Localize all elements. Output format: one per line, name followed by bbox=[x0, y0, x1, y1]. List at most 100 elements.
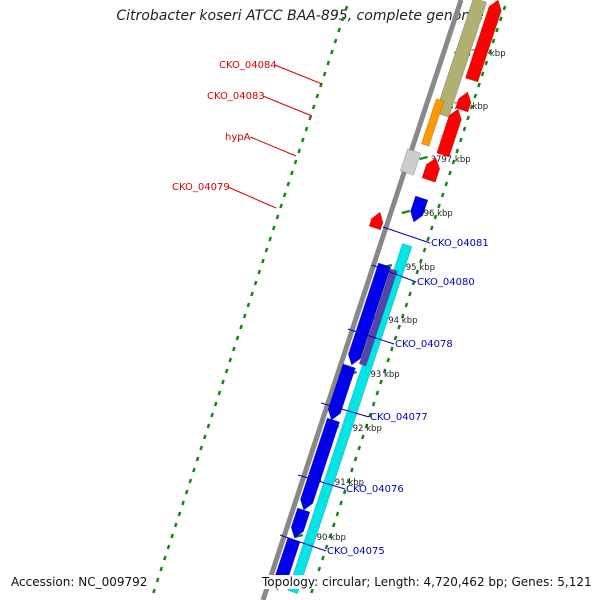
inner-ruler-dot bbox=[290, 170, 294, 176]
outer-ruler-dot bbox=[342, 489, 347, 495]
gene-label-reverse: CKO_04076 bbox=[346, 484, 404, 495]
outer-ruler-dot bbox=[350, 467, 354, 473]
scale-tick-label: 3794 kbp bbox=[377, 316, 417, 326]
inner-ruler-dot bbox=[337, 27, 341, 33]
scale-tick-label: 3791 kbp bbox=[324, 478, 364, 488]
inner-ruler-dot bbox=[275, 214, 280, 220]
accession-label: Accession: NC_009792 bbox=[9, 575, 150, 589]
outer-ruler-dot bbox=[382, 368, 387, 374]
outer-ruler-dot bbox=[400, 313, 405, 319]
genome-backbone bbox=[260, 0, 464, 600]
scale-tick-label: 3795 kbp bbox=[395, 263, 435, 273]
inner-ruler-dot bbox=[166, 544, 171, 550]
inner-ruler-dot bbox=[322, 71, 327, 77]
outer-ruler-dot bbox=[379, 379, 383, 385]
inner-ruler-dot bbox=[224, 368, 229, 374]
outer-ruler-dot bbox=[408, 291, 412, 297]
inner-ruler-dot bbox=[297, 148, 302, 154]
inner-ruler-dot bbox=[293, 159, 298, 165]
inner-ruler-dot bbox=[163, 555, 167, 561]
inner-ruler-dot bbox=[340, 16, 345, 22]
outer-ruler-dot bbox=[491, 38, 496, 44]
outer-ruler-dot bbox=[480, 71, 485, 77]
outer-ruler-dot bbox=[469, 104, 474, 110]
genome-summary-label: Topology: circular; Length: 4,720,462 bp… bbox=[260, 575, 594, 589]
outer-ruler-dot bbox=[339, 500, 343, 506]
inner-ruler-dot bbox=[206, 423, 211, 429]
outer-ruler-dot bbox=[502, 5, 507, 11]
outer-ruler-dot bbox=[422, 247, 427, 253]
label-leader bbox=[262, 95, 313, 117]
gene-label-reverse: CKO_04081 bbox=[431, 238, 489, 249]
inner-ruler-dot bbox=[257, 269, 262, 275]
gene-label-forward: hypA bbox=[225, 132, 251, 143]
label-leader bbox=[347, 328, 395, 345]
outer-ruler-dot bbox=[357, 445, 362, 451]
map-title: Citrobacter koseri ATCC BAA-895, complet… bbox=[116, 8, 484, 24]
inner-ruler-dot bbox=[170, 533, 174, 539]
outer-ruler-dot bbox=[484, 60, 489, 66]
scale-tick-label: 3793 kbp bbox=[360, 370, 400, 380]
label-leader bbox=[382, 226, 431, 244]
inner-ruler-dot bbox=[192, 467, 196, 473]
outer-ruler-dot bbox=[375, 390, 380, 396]
inner-ruler-dot bbox=[286, 181, 291, 187]
inner-ruler-dot bbox=[232, 346, 236, 352]
outer-ruler-dot bbox=[437, 203, 441, 209]
gene-label-forward: CKO_04084 bbox=[219, 60, 277, 71]
inner-ruler-dot bbox=[282, 192, 287, 198]
label-leader bbox=[250, 136, 297, 157]
outer-ruler-dot bbox=[444, 181, 449, 187]
outer-ruler-dot bbox=[498, 16, 503, 22]
outer-ruler-dot bbox=[371, 401, 376, 407]
reverse-gene bbox=[347, 262, 392, 366]
outer-ruler-dot bbox=[448, 170, 452, 176]
scale-tick-label: 3796 kbp bbox=[413, 209, 453, 219]
inner-ruler-dot bbox=[235, 335, 240, 341]
gene-label-forward: CKO_04083 bbox=[207, 91, 265, 102]
scale-tick bbox=[401, 209, 411, 215]
outer-ruler-dot bbox=[451, 159, 456, 165]
outer-ruler-dot bbox=[360, 434, 365, 440]
outer-ruler-dot bbox=[317, 566, 322, 572]
forward-feature-orange bbox=[421, 98, 445, 147]
gene-label-reverse: CKO_04077 bbox=[370, 412, 428, 423]
scale-tick-label: 3792 kbp bbox=[342, 424, 382, 434]
inner-ruler-dot bbox=[210, 412, 214, 418]
outer-ruler-dot bbox=[462, 126, 467, 132]
outer-ruler-dot bbox=[466, 115, 470, 121]
inner-ruler-dot bbox=[228, 357, 233, 363]
inner-ruler-dot bbox=[202, 434, 207, 440]
inner-ruler-dot bbox=[326, 60, 331, 66]
outer-ruler-dot bbox=[310, 588, 314, 594]
gene-label-reverse: CKO_04078 bbox=[395, 339, 453, 350]
reverse-feature-purple bbox=[358, 268, 398, 367]
inner-ruler-dot bbox=[330, 49, 334, 55]
outer-ruler-dot bbox=[368, 412, 372, 418]
forward-feature-gray bbox=[399, 148, 422, 176]
label-leader bbox=[274, 64, 323, 85]
inner-ruler-dot bbox=[315, 93, 320, 99]
inner-ruler-dot bbox=[217, 390, 222, 396]
outer-ruler-dot bbox=[455, 148, 460, 154]
inner-ruler-dot bbox=[184, 489, 189, 495]
outer-ruler-dot bbox=[331, 522, 336, 528]
inner-ruler-dot bbox=[264, 247, 269, 253]
inner-ruler-dot bbox=[304, 126, 309, 132]
reverse-gene bbox=[300, 417, 341, 511]
outer-ruler-dot bbox=[397, 324, 401, 330]
inner-ruler-dot bbox=[271, 225, 276, 231]
label-leader bbox=[227, 186, 277, 209]
outer-ruler-dot bbox=[433, 214, 438, 220]
forward-gene bbox=[368, 211, 384, 231]
inner-ruler-dot bbox=[242, 313, 247, 319]
outer-ruler-dot bbox=[426, 236, 431, 242]
inner-ruler-dot bbox=[311, 104, 316, 110]
inner-ruler-dot bbox=[188, 478, 193, 484]
forward-gene bbox=[455, 91, 472, 113]
inner-ruler-dot bbox=[333, 38, 338, 44]
outer-ruler-dot bbox=[404, 302, 409, 308]
outer-ruler-dot bbox=[346, 478, 351, 484]
outer-ruler-dot bbox=[321, 555, 325, 561]
